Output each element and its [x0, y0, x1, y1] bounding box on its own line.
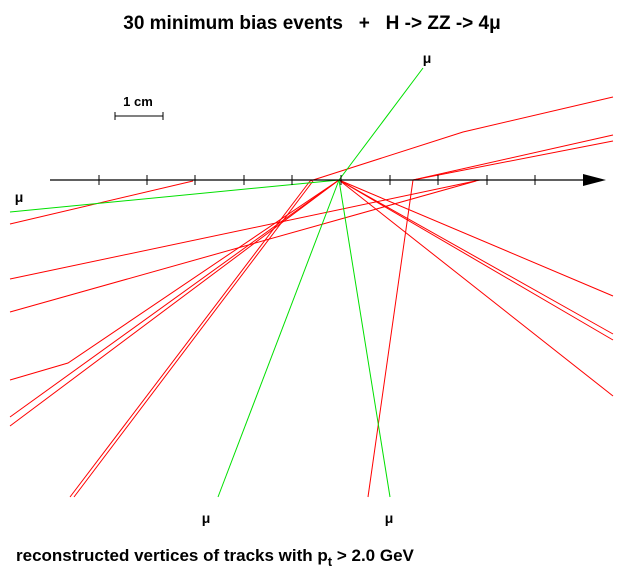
minimum-bias-track — [338, 179, 614, 335]
muon-label-bottom: μ — [385, 510, 394, 526]
minimum-bias-track — [309, 96, 614, 182]
minimum-bias-track — [9, 179, 340, 381]
scale-bar: 1 cm — [114, 94, 164, 120]
scale-label: 1 cm — [123, 94, 153, 109]
minimum-bias-track — [9, 179, 481, 280]
minimum-bias-track — [9, 179, 340, 427]
beam-axis — [50, 174, 606, 186]
tracks — [9, 67, 614, 498]
muon-label-left: μ — [15, 189, 24, 205]
caption-tail: > 2.0 GeV — [332, 546, 414, 565]
minimum-bias-track — [338, 179, 614, 397]
caption-subscript: t — [328, 554, 333, 569]
muon-track — [338, 179, 391, 498]
muon-track — [338, 67, 424, 181]
muon-track — [217, 179, 340, 498]
minimum-bias-track — [9, 180, 477, 313]
beam-axis-arrow-icon — [583, 174, 606, 186]
muon-label-top: μ — [423, 50, 432, 66]
minimum-bias-track — [412, 134, 614, 181]
minimum-bias-track — [69, 180, 311, 498]
muon-label-bottom-left: μ — [202, 510, 211, 526]
caption: reconstructed vertices of tracks with pt… — [16, 546, 415, 569]
minimum-bias-track — [338, 179, 614, 341]
muon-track — [9, 179, 340, 213]
minimum-bias-track — [338, 179, 614, 297]
title: 30 minimum bias events + H -> ZZ -> 4μ — [123, 13, 501, 34]
minimum-bias-track — [9, 180, 194, 225]
minimum-bias-track — [73, 180, 314, 498]
caption-main: reconstructed vertices of tracks with p — [16, 546, 328, 565]
minimum-bias-track — [412, 140, 614, 181]
minimum-bias-track — [367, 179, 414, 498]
